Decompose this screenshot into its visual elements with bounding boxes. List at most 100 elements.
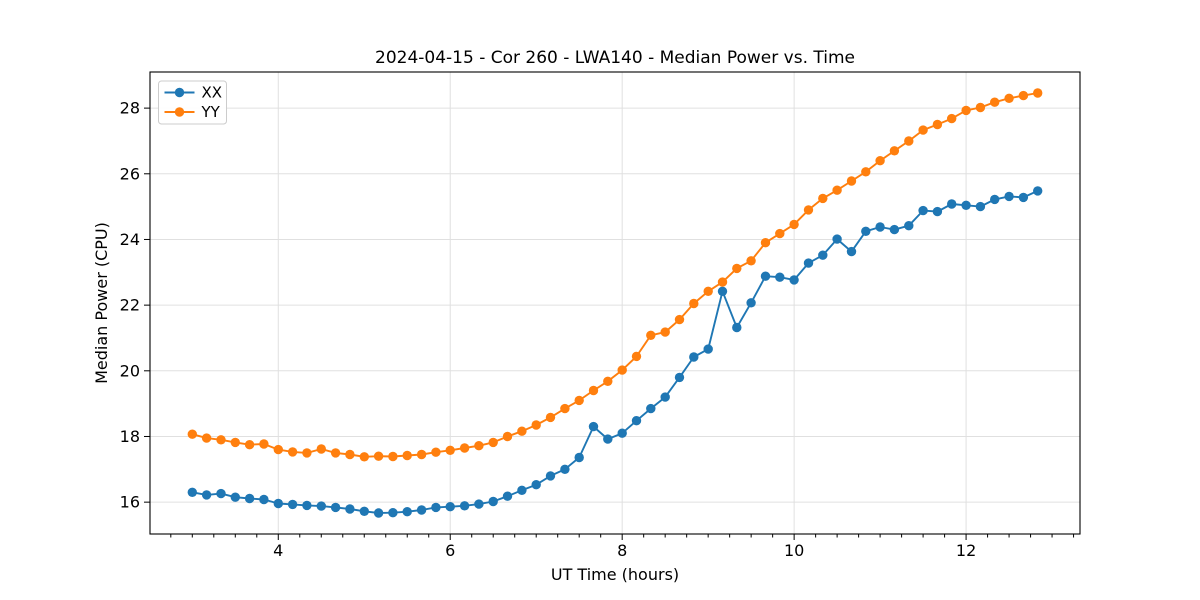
series-marker-XX	[244, 493, 255, 504]
x-tick-label-4: 4	[273, 541, 283, 560]
series-line-YY	[192, 92, 1038, 458]
y-tick-label-18: 18	[120, 427, 140, 446]
series-marker-XX	[889, 224, 900, 235]
series-marker-XX	[574, 452, 584, 463]
series-marker-YY	[330, 448, 341, 458]
series-marker-XX	[990, 194, 1000, 205]
series-marker-XX	[459, 501, 470, 511]
series-marker-XX	[775, 272, 785, 282]
series-marker-YY	[660, 327, 670, 337]
series-marker-YY	[431, 447, 441, 457]
series-marker-XX	[1033, 186, 1043, 196]
series-marker-YY	[1033, 88, 1043, 98]
series-marker-XX	[861, 226, 871, 236]
series-marker-XX	[660, 392, 670, 402]
series-marker-XX	[431, 502, 441, 513]
series-marker-YY	[617, 365, 627, 375]
series-marker-XX	[345, 504, 355, 514]
series-marker-XX	[961, 200, 971, 210]
series-marker-XX	[588, 421, 599, 432]
series-marker-XX	[187, 487, 197, 497]
axes-spines	[149, 71, 1081, 535]
series-marker-YY	[803, 205, 814, 215]
series-marker-XX	[502, 491, 513, 501]
series-marker-XX	[732, 322, 742, 333]
series-marker-YY	[975, 102, 986, 113]
series-marker-YY	[846, 176, 857, 186]
series-marker-YY	[502, 431, 513, 442]
series-marker-YY	[345, 449, 355, 460]
legend-label-XX: XX	[202, 84, 223, 102]
series-marker-YY	[818, 193, 828, 204]
chart-title: 2024-04-15 - Cor 260 - LWA140 - Median P…	[375, 48, 855, 68]
series-marker-XX	[904, 221, 914, 231]
series-marker-YY	[932, 119, 943, 130]
series-marker-YY	[244, 440, 255, 450]
series-marker-YY	[531, 420, 541, 430]
series-marker-YY	[316, 444, 326, 454]
y-tick-label-16: 16	[120, 493, 140, 512]
series-marker-YY	[789, 219, 799, 230]
series-marker-XX	[316, 501, 326, 511]
series-marker-YY	[990, 97, 1000, 107]
y-tick-label-22: 22	[120, 296, 140, 315]
legend-label-YY: YY	[201, 103, 221, 121]
series-marker-YY	[416, 449, 427, 460]
series-marker-XX	[918, 205, 928, 216]
series-marker-YY	[961, 105, 971, 116]
series-marker-XX	[746, 298, 756, 308]
x-axis-label: UT Time (hours)	[551, 565, 679, 584]
series-marker-YY	[689, 298, 699, 309]
series-marker-YY	[287, 447, 298, 457]
series-marker-XX	[216, 488, 226, 499]
series-marker-YY	[488, 437, 498, 448]
legend-item-XX: XX	[164, 84, 223, 102]
series-marker-YY	[904, 136, 914, 146]
series-marker-YY	[1004, 93, 1014, 104]
series-marker-XX	[932, 206, 943, 217]
series-marker-YY	[230, 437, 240, 448]
series-marker-XX	[674, 372, 685, 383]
x-tick-label-6: 6	[445, 541, 455, 560]
series-marker-XX	[531, 480, 541, 490]
y-tick-label-26: 26	[120, 164, 140, 183]
legend-item-YY: YY	[164, 103, 221, 121]
series-marker-XX	[373, 508, 384, 518]
series-marker-XX	[416, 505, 427, 515]
series-marker-XX	[445, 502, 455, 512]
series-marker-YY	[861, 167, 871, 177]
series-marker-YY	[402, 450, 412, 461]
series-marker-XX	[818, 250, 828, 260]
y-tick-label-24: 24	[120, 230, 140, 249]
x-tick-label-8: 8	[617, 541, 627, 560]
series-marker-YY	[746, 256, 756, 266]
series-marker-YY	[918, 125, 928, 135]
series-marker-XX	[402, 507, 412, 517]
series-marker-YY	[474, 441, 484, 451]
y-tick-label-28: 28	[120, 99, 140, 118]
series-marker-YY	[273, 444, 283, 455]
series-marker-XX	[803, 258, 814, 268]
series-marker-XX	[789, 275, 799, 285]
series-marker-XX	[975, 201, 986, 212]
series-marker-YY	[545, 412, 556, 423]
series-marker-XX	[875, 222, 885, 232]
series-marker-YY	[560, 403, 570, 414]
series-marker-XX	[832, 234, 842, 244]
series-marker-XX	[717, 286, 728, 296]
series-marker-YY	[832, 185, 842, 195]
x-tick-label-10: 10	[784, 541, 804, 560]
legend-marker-YY	[174, 107, 185, 117]
y-axis-label: Median Power (CPU)	[92, 222, 111, 384]
series-marker-YY	[631, 351, 642, 362]
series-marker-XX	[1004, 191, 1014, 202]
series-marker-XX	[302, 500, 312, 511]
series-marker-XX	[201, 490, 212, 500]
series-marker-YY	[359, 452, 369, 462]
series-marker-XX	[703, 344, 713, 354]
series-marker-YY	[216, 435, 226, 445]
series-marker-YY	[947, 113, 957, 124]
